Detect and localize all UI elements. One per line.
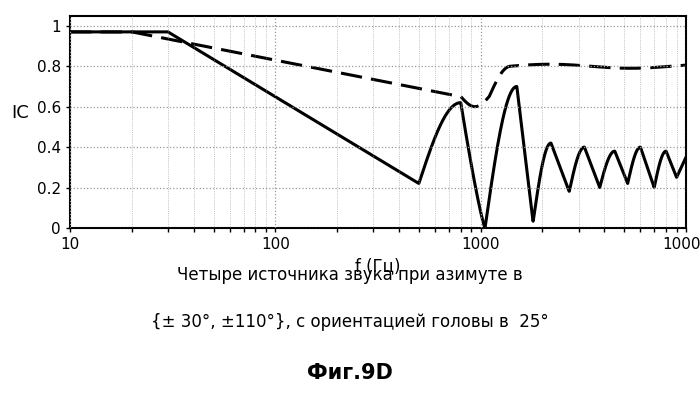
Y-axis label: IC: IC: [11, 104, 29, 122]
X-axis label: f (Гц): f (Гц): [355, 257, 400, 275]
Text: Фиг.9D: Фиг.9D: [307, 364, 393, 383]
Text: Четыре источника звука при азимуте в: Четыре источника звука при азимуте в: [177, 266, 523, 284]
Text: {± 30°, ±110°}, с ориентацией головы в  25°: {± 30°, ±110°}, с ориентацией головы в 2…: [151, 313, 549, 331]
